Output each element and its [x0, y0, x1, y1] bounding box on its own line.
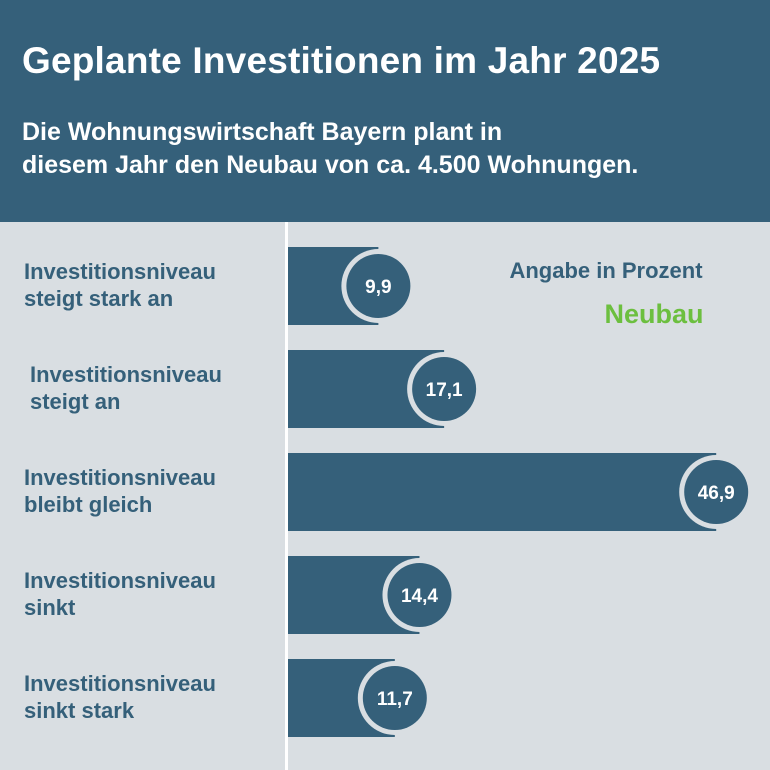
bars-group: 9,9 Investitionsniveau steigt stark an 17,1…: [24, 247, 754, 737]
value-label-1: 9,9: [365, 277, 391, 298]
category-label-1: Investitionsniveau steigt stark an: [24, 259, 216, 311]
subtitle-line-1: Die Wohnungswirtschaft Bayern plant in: [22, 118, 503, 146]
category-label-3: Investitionsniveau bleibt gleich: [24, 465, 216, 517]
category-label-5: Investitionsniveau sinkt stark: [24, 671, 216, 723]
value-bubble-4: [387, 563, 452, 627]
unit-note: Angabe in Prozent: [509, 258, 703, 283]
legend-series-name: Neubau: [604, 299, 703, 329]
value-bubble-1: [346, 254, 411, 318]
bar-3: [288, 453, 717, 531]
category-label-2: Investitionsniveau steigt an: [30, 362, 222, 414]
value-bubble-2: [412, 357, 477, 421]
page-subtitle: Die Wohnungswirtschaft Bayern plant in d…: [22, 116, 762, 182]
subtitle-line-2: diesem Jahr den Neubau von ca. 4.500 Woh…: [22, 151, 639, 179]
value-label-3: 46,9: [698, 483, 735, 504]
value-label-4: 14,4: [401, 586, 438, 607]
page-title: Geplante Investitionen im Jahr 2025: [22, 40, 661, 81]
value-label-2: 17,1: [426, 380, 463, 401]
value-bubble-3: [684, 460, 749, 524]
category-label-4: Investitionsniveau sinkt: [24, 568, 216, 620]
value-label-5: 11,7: [377, 689, 413, 710]
header-banner: Geplante Investitionen im Jahr 2025 Die …: [0, 0, 770, 222]
value-bubble-5: [362, 666, 427, 730]
bar-chart: Angabe in Prozent Neubau 9,9 Investitions…: [24, 222, 754, 770]
